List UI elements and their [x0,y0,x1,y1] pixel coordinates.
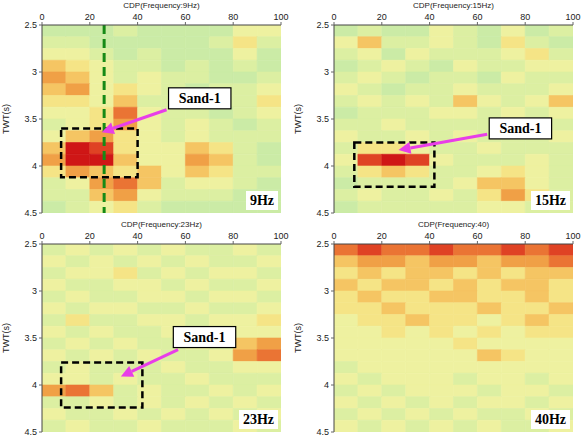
svg-text:TWT(s): TWT(s) [1,104,11,134]
html-text:CDP(Frequency:9Hz): CDP(Frequency:9Hz) [123,1,200,10]
svg-text:Sand-1: Sand-1 [499,121,541,136]
svg-text:40: 40 [133,12,143,22]
svg-text:3.5: 3.5 [24,114,37,124]
svg-text:3.5: 3.5 [24,333,37,343]
svg-text:20: 20 [85,12,95,22]
svg-text:20: 20 [377,231,387,241]
html-text:CDP(Frequency:15Hz): CDP(Frequency:15Hz) [413,1,494,10]
svg-text:3: 3 [32,286,37,296]
svg-text:0: 0 [39,12,44,22]
svg-text:80: 80 [228,12,238,22]
html-text:CDP(Frequency:23Hz): CDP(Frequency:23Hz) [121,220,202,229]
svg-text:4: 4 [32,380,37,390]
svg-text:40: 40 [133,231,143,241]
svg-text:3.5: 3.5 [316,333,329,343]
html-text:CDP(Frequency:40): CDP(Frequency:40) [417,220,490,229]
html-text:15Hz: 15Hz [534,193,566,208]
svg-text:60: 60 [472,231,482,241]
svg-text:2.5: 2.5 [24,239,37,249]
svg-text:3: 3 [324,67,329,77]
svg-text:60: 60 [180,12,190,22]
svg-text:20: 20 [85,231,95,241]
svg-text:0: 0 [39,231,44,241]
svg-text:4: 4 [324,380,329,390]
svg-text:100: 100 [565,12,580,22]
svg-text:TWT(s): TWT(s) [1,323,11,353]
svg-text:2.5: 2.5 [316,20,329,30]
svg-text:80: 80 [520,231,530,241]
svg-text:2.5: 2.5 [316,239,329,249]
svg-text:TWT(s): TWT(s) [293,323,303,353]
svg-text:0: 0 [331,12,336,22]
html-text:23Hz: 23Hz [242,412,274,427]
svg-text:TWT(s): TWT(s) [293,104,303,134]
svg-text:100: 100 [565,231,580,241]
svg-text:3.5: 3.5 [316,114,329,124]
svg-text:80: 80 [520,12,530,22]
svg-text:60: 60 [472,12,482,22]
html-text:40Hz: 40Hz [534,412,566,427]
svg-text:Sand-1: Sand-1 [184,330,226,345]
svg-text:2.5: 2.5 [24,20,37,30]
svg-text:4.5: 4.5 [24,208,37,218]
svg-text:3: 3 [324,286,329,296]
svg-text:4: 4 [324,161,329,171]
svg-text:80: 80 [228,231,238,241]
svg-text:Sand-1: Sand-1 [179,91,221,106]
svg-text:40: 40 [425,231,435,241]
svg-text:4.5: 4.5 [24,427,37,437]
svg-text:4.5: 4.5 [316,208,329,218]
svg-text:100: 100 [273,12,288,22]
svg-text:3: 3 [32,67,37,77]
svg-text:0: 0 [331,231,336,241]
html-text:9Hz: 9Hz [249,193,274,208]
svg-text:20: 20 [377,12,387,22]
svg-text:60: 60 [180,231,190,241]
svg-text:4.5: 4.5 [316,427,329,437]
svg-text:40: 40 [425,12,435,22]
svg-text:4: 4 [32,161,37,171]
svg-text:100: 100 [273,231,288,241]
